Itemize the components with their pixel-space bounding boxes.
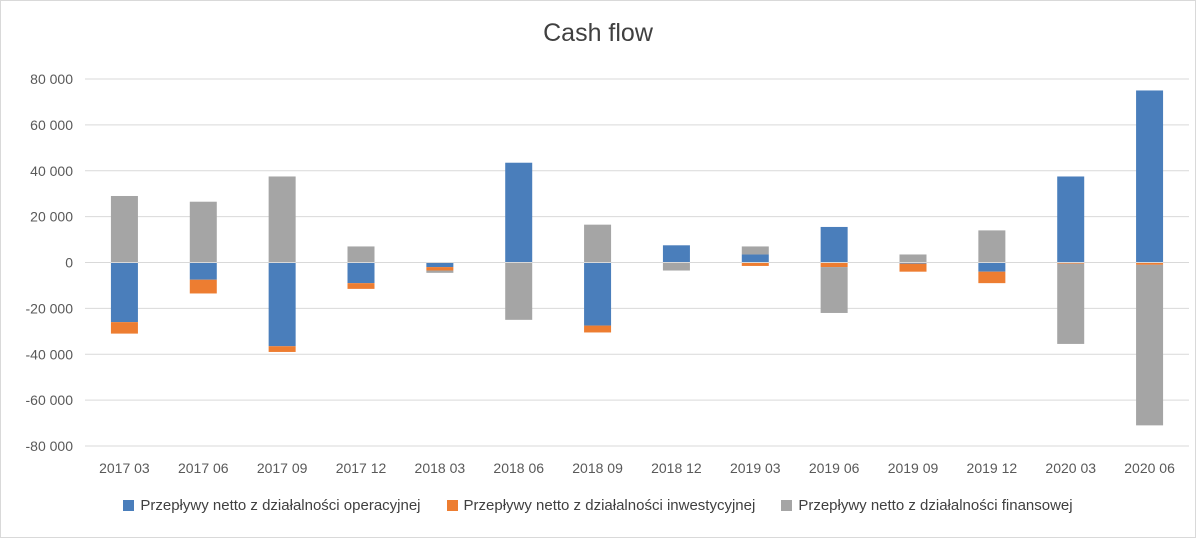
legend-item-operacyjnej: Przepływy netto z działalności operacyjn…	[123, 497, 421, 514]
bar-segment	[1057, 263, 1085, 344]
bar-segment	[189, 201, 217, 263]
y-tick-label: -60 000	[26, 392, 74, 408]
y-tick-label: 0	[65, 255, 73, 271]
x-tick-label: 2019 06	[809, 460, 860, 476]
bar-segment	[426, 262, 454, 268]
bar-segment	[505, 162, 533, 263]
bar-segment	[347, 246, 375, 263]
x-tick-label: 2019 03	[730, 460, 781, 476]
bar-segment	[899, 262, 927, 264]
bar-segment	[584, 262, 612, 326]
bar-segment	[505, 262, 533, 320]
legend-label-inwestycyjnej: Przepływy netto z działalności inwestycy…	[463, 497, 756, 514]
legend-item-finansowej: Przepływy netto z działalności finansowe…	[781, 497, 1073, 514]
bar-segment	[899, 263, 927, 272]
y-tick-label: -20 000	[26, 300, 74, 316]
bar-segment	[268, 176, 296, 263]
bar-segment	[347, 283, 375, 289]
bar-segment	[268, 346, 296, 352]
bar-segment	[110, 262, 138, 323]
bar-segment	[189, 279, 217, 294]
x-tick-label: 2019 12	[967, 460, 1018, 476]
bar-segment	[189, 262, 217, 280]
legend-swatch-inwestycyjnej	[446, 500, 458, 511]
bar-segment	[820, 226, 848, 263]
bar-segment	[584, 224, 612, 263]
x-tick-label: 2019 09	[888, 460, 939, 476]
x-tick-label: 2018 09	[572, 460, 623, 476]
bar-segment	[110, 322, 138, 334]
chart-legend: Przepływy netto z działalności operacyjn…	[1, 497, 1195, 514]
bar-segment	[1136, 264, 1164, 426]
bar-segment	[741, 254, 769, 263]
bar-segment	[1057, 262, 1085, 264]
bar-segment	[426, 267, 454, 271]
y-tick-label: -80 000	[26, 438, 74, 454]
x-tick-label: 2017 12	[336, 460, 387, 476]
x-tick-label: 2017 03	[99, 460, 150, 476]
x-tick-label: 2018 12	[651, 460, 702, 476]
legend-item-inwestycyjnej: Przepływy netto z działalności inwestycy…	[446, 497, 756, 514]
bar-segment	[662, 245, 690, 263]
legend-swatch-finansowej	[781, 500, 793, 511]
y-tick-label: 40 000	[30, 163, 73, 179]
bar-segment	[662, 262, 690, 271]
bar-segment	[820, 267, 848, 313]
bar-segment	[741, 262, 769, 266]
bar-segment	[1136, 262, 1164, 265]
x-tick-label: 2020 03	[1045, 460, 1096, 476]
legend-label-operacyjnej: Przepływy netto z działalności operacyjn…	[140, 497, 421, 514]
bar-segment	[110, 195, 138, 263]
bar-segment	[1057, 176, 1085, 263]
x-tick-label: 2018 06	[493, 460, 544, 476]
legend-label-finansowej: Przepływy netto z działalności finansowe…	[798, 497, 1073, 514]
chart-title: Cash flow	[543, 19, 653, 47]
bar-segment	[584, 325, 612, 333]
bar-segment	[1136, 90, 1164, 263]
bar-segment	[820, 262, 848, 268]
bar-segment	[268, 262, 296, 347]
bar-segment	[978, 230, 1006, 263]
bar-segment	[899, 254, 927, 263]
bar-segment	[978, 262, 1006, 272]
y-tick-label: -40 000	[26, 346, 74, 362]
legend-swatch-operacyjnej	[123, 500, 135, 511]
x-tick-label: 2020 06	[1124, 460, 1175, 476]
x-tick-label: 2018 03	[415, 460, 466, 476]
x-tick-label: 2017 09	[257, 460, 308, 476]
bar-segment	[741, 246, 769, 255]
bar-segment	[426, 270, 454, 273]
bar-segment	[978, 271, 1006, 284]
y-tick-label: 80 000	[30, 71, 73, 87]
y-tick-label: 20 000	[30, 209, 73, 225]
bar-segment	[347, 262, 375, 284]
y-tick-label: 60 000	[30, 117, 73, 133]
x-tick-label: 2017 06	[178, 460, 229, 476]
